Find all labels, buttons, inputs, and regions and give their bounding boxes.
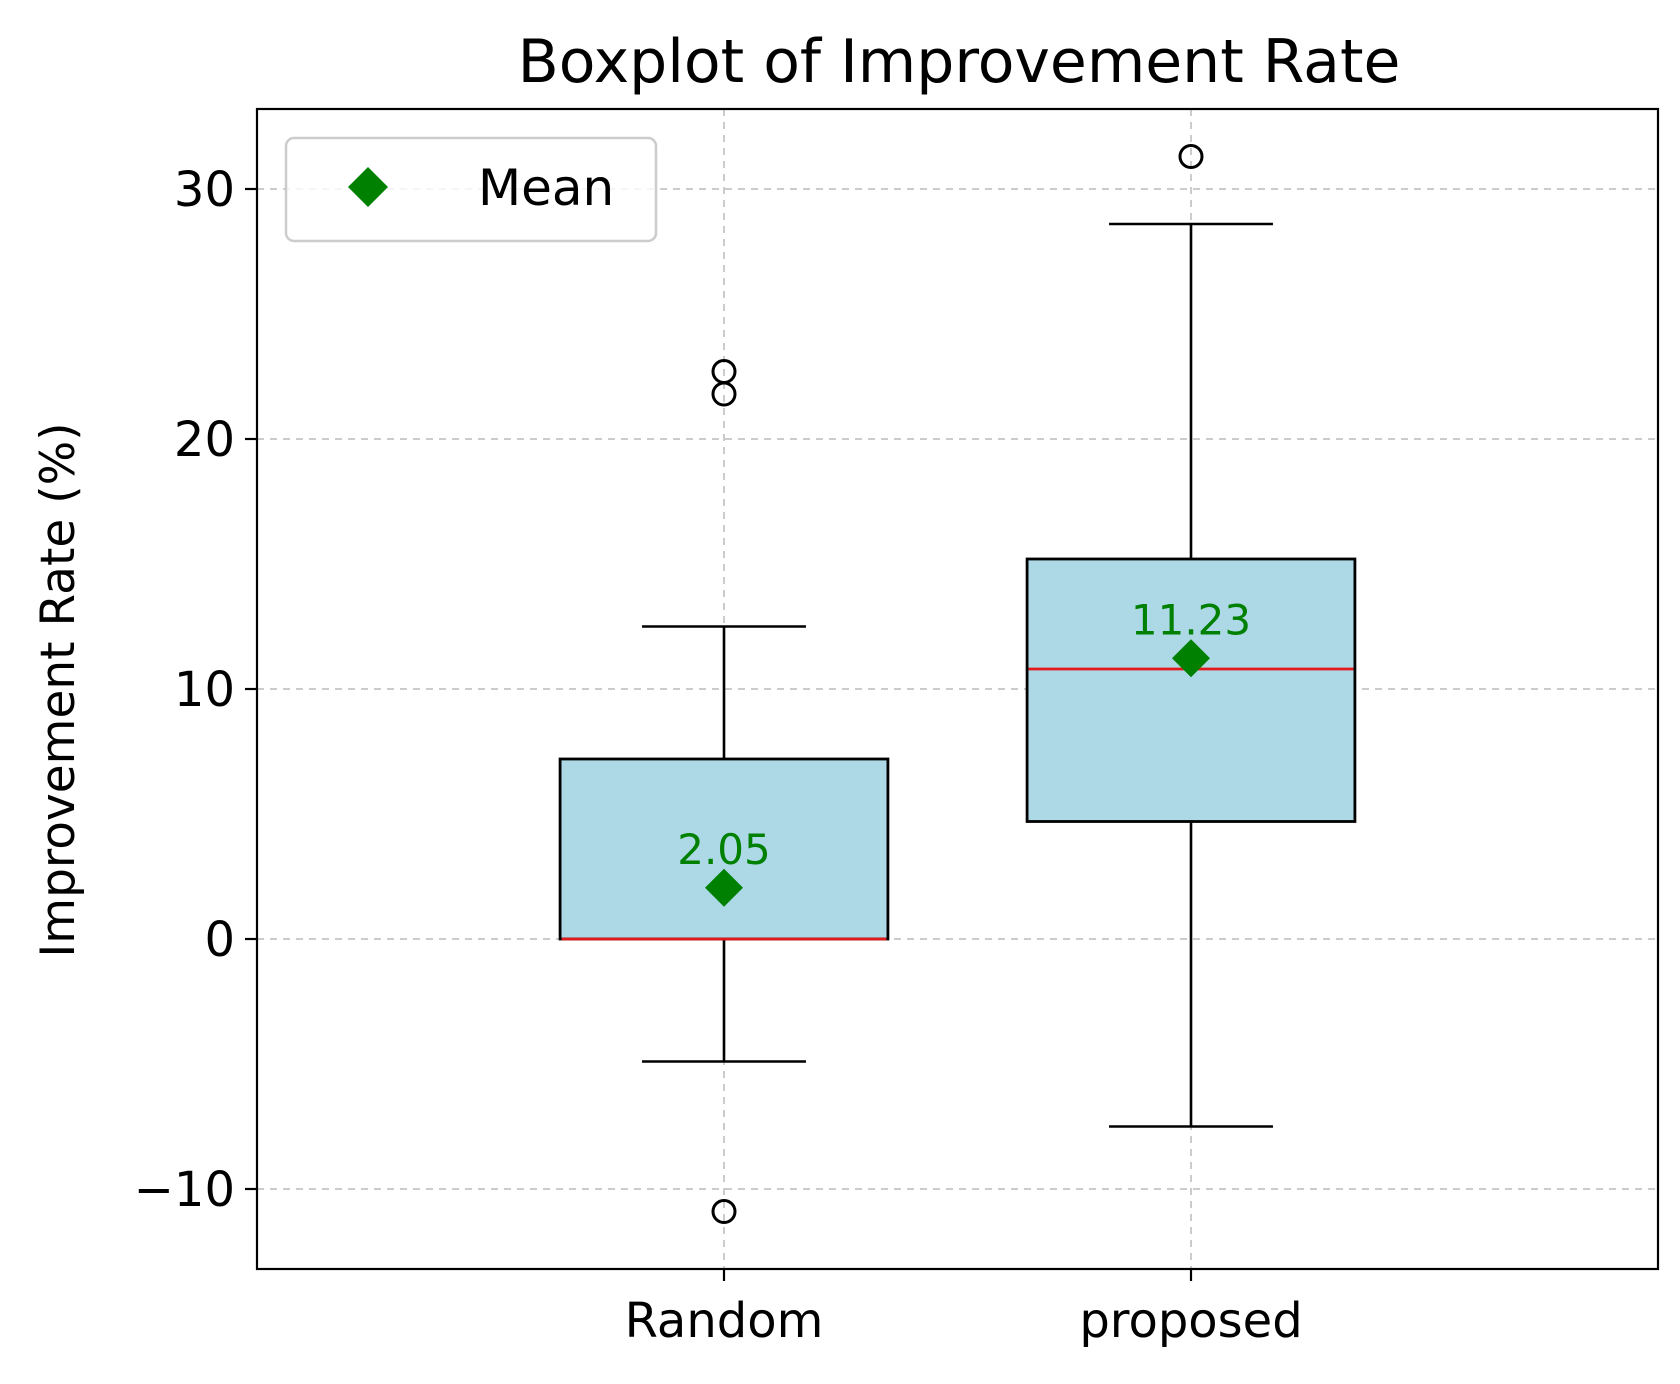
legend-frame: [284, 136, 658, 243]
box: [1025, 557, 1357, 823]
legend: Mean: [284, 136, 658, 243]
outlier-point: [711, 1199, 737, 1224]
y-tick-label: 30: [174, 162, 235, 218]
y-tick-label: 20: [174, 412, 235, 468]
axes: −10 0 10 20 30 Random proposed: [134, 162, 1303, 1349]
box-group-proposed: 11.23: [1025, 144, 1357, 1128]
outlier-point: [711, 381, 737, 407]
legend-mean-marker: [348, 167, 388, 207]
mean-label: 2.05: [677, 825, 771, 874]
x-tick-label: proposed: [1079, 1293, 1302, 1349]
legend-mean-label: Mean: [478, 159, 614, 217]
mean-marker: [1172, 639, 1210, 678]
y-axis-label: Improvement Rate (%): [31, 422, 86, 957]
chart-title: Boxplot of Improvement Rate: [518, 27, 1401, 97]
box-group-random: 2.05: [558, 359, 890, 1224]
box: [558, 757, 890, 941]
mean-marker: [705, 868, 743, 907]
x-tick-label: Random: [625, 1293, 824, 1349]
outlier-point: [1178, 144, 1204, 169]
grid: [257, 109, 1658, 1269]
y-tick-label: 0: [204, 912, 235, 968]
boxes: 2.05 11.23: [558, 144, 1357, 1224]
mean-label: 11.23: [1131, 595, 1251, 644]
y-tick-label: −10: [134, 1162, 235, 1218]
y-tick-label: 10: [174, 662, 235, 718]
